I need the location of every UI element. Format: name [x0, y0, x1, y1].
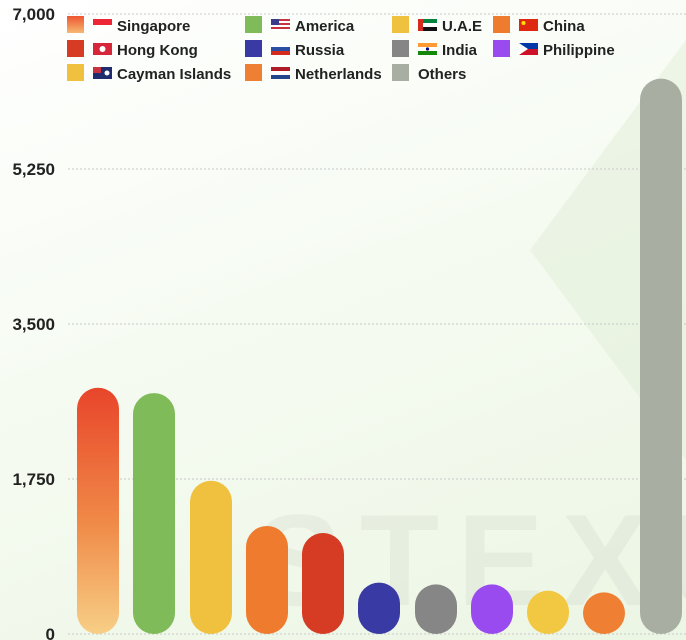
legend: Singapore America U.A.E China Hong Kong Russi…	[67, 16, 615, 83]
legend-swatch	[392, 16, 409, 33]
y-tick-label: 5,250	[12, 160, 55, 179]
india-flag-icon	[418, 43, 437, 55]
legend-swatch	[245, 16, 262, 33]
legend-item-singapore: Singapore	[67, 16, 190, 35]
legend-label: Netherlands	[295, 66, 382, 83]
legend-swatch	[493, 40, 510, 57]
bar-others	[640, 78, 682, 634]
y-tick-label: 1,750	[12, 470, 55, 489]
legend-label: Cayman Islands	[117, 66, 231, 83]
bar-netherlands	[583, 592, 625, 634]
bar-u-a-e	[527, 590, 569, 634]
bar-cayman-islands	[190, 480, 232, 634]
legend-swatch	[493, 16, 510, 33]
china-flag-icon	[519, 19, 538, 31]
bar-america	[133, 393, 175, 634]
netherlands-flag-icon	[271, 67, 290, 79]
legend-item-u-a-e: U.A.E	[392, 16, 482, 35]
legend-swatch	[245, 40, 262, 57]
legend-label: America	[295, 18, 355, 35]
bar-hong-kong	[302, 533, 344, 634]
legend-item-russia: Russia	[245, 40, 345, 59]
legend-swatch	[67, 16, 84, 33]
legend-item-netherlands: Netherlands	[245, 64, 382, 83]
bar-china	[246, 525, 288, 634]
bar-russia	[358, 582, 400, 634]
america-flag-icon	[271, 19, 290, 31]
legend-label: U.A.E	[442, 18, 482, 35]
uae-flag-icon	[418, 19, 437, 31]
legend-swatch	[67, 40, 84, 57]
philippine-flag-icon	[519, 43, 538, 55]
legend-label: Singapore	[117, 18, 190, 35]
legend-item-india: India	[392, 40, 478, 59]
legend-swatch	[392, 40, 409, 57]
y-tick-label: 7,000	[12, 5, 55, 24]
russia-flag-icon	[271, 43, 290, 55]
cayman-islands-flag-icon	[93, 67, 112, 79]
legend-label: India	[442, 42, 478, 59]
legend-label: China	[543, 18, 585, 35]
legend-label: Russia	[295, 42, 345, 59]
legend-label: Others	[418, 66, 466, 83]
legend-item-others: Others	[392, 64, 466, 83]
legend-item-america: America	[245, 16, 355, 35]
legend-item-hong-kong: Hong Kong	[67, 40, 198, 59]
legend-label: Philippine	[543, 42, 615, 59]
legend-item-philippine: Philippine	[493, 40, 615, 59]
legend-item-cayman-islands: Cayman Islands	[67, 64, 231, 83]
hong-kong-flag-icon	[93, 43, 112, 55]
bar-philippine	[471, 584, 513, 634]
legend-swatch	[67, 64, 84, 81]
legend-swatch	[245, 64, 262, 81]
legend-item-china: China	[493, 16, 585, 35]
bar-india	[415, 584, 457, 634]
legend-swatch	[392, 64, 409, 81]
singapore-flag-icon	[93, 19, 112, 31]
y-tick-label: 0	[46, 625, 55, 640]
y-tick-label: 3,500	[12, 315, 55, 334]
legend-label: Hong Kong	[117, 42, 198, 59]
bar-singapore	[77, 387, 119, 634]
